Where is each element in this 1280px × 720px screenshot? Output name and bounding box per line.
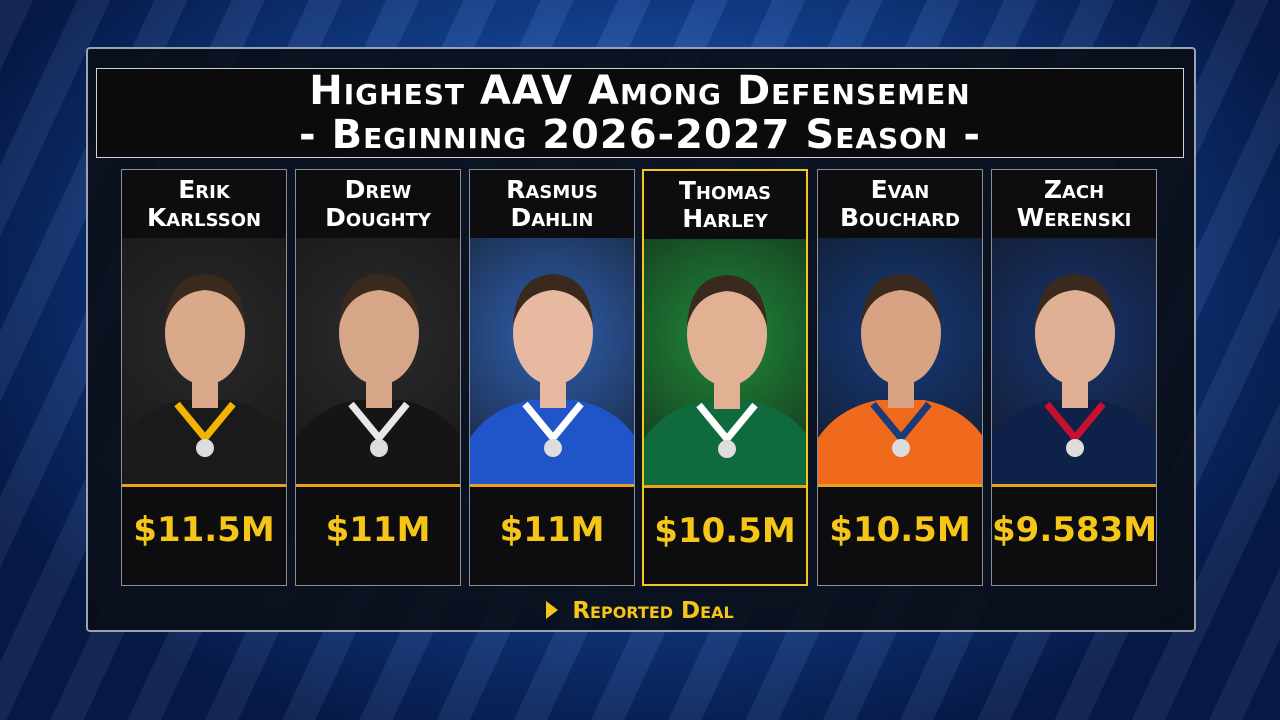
player-first-name: Thomas <box>678 176 772 205</box>
logo <box>1066 439 1084 457</box>
player-silhouette <box>122 274 286 484</box>
player-card: Rasmus Dahlin $11M <box>469 169 635 586</box>
player-name: Evan Bouchard <box>818 170 982 238</box>
player-card: Evan Bouchard $10.5M <box>817 169 983 586</box>
player-aav: $10.5M <box>829 510 971 550</box>
player-name: Rasmus Dahlin <box>470 170 634 238</box>
face <box>687 282 767 386</box>
player-photo <box>644 239 806 488</box>
hair <box>687 275 767 327</box>
player-first-name: Rasmus <box>506 175 598 204</box>
jersey-collar <box>696 402 758 445</box>
player-silhouette <box>644 275 806 485</box>
player-photo <box>122 238 286 487</box>
player-card: Zach Werenski $9.583M <box>991 169 1157 586</box>
jersey-collar <box>522 401 584 444</box>
face <box>861 281 941 385</box>
hair <box>513 274 593 326</box>
player-first-name: Erik <box>178 175 230 204</box>
jersey-collar <box>348 401 410 444</box>
player-aav: $10.5M <box>654 511 796 551</box>
player-aav: $11M <box>325 510 431 550</box>
jersey-collar <box>870 401 932 444</box>
player-photo <box>818 238 982 487</box>
face <box>1035 281 1115 385</box>
player-card: Erik Karlsson $11.5M <box>121 169 287 586</box>
footer-note: Reported Deal <box>572 598 734 624</box>
player-photo <box>470 238 634 487</box>
player-name: Drew Doughty <box>296 170 460 238</box>
player-aav: $9.583M <box>992 510 1158 550</box>
player-aav: $11.5M <box>133 510 275 550</box>
title-box: Highest AAV Among Defensemen - Beginning… <box>96 68 1184 158</box>
player-aav: $11M <box>499 510 605 550</box>
logo <box>196 439 214 457</box>
hair <box>165 274 245 326</box>
face <box>513 281 593 385</box>
player-first-name: Drew <box>344 175 412 204</box>
jersey-collar <box>174 401 236 444</box>
footer: Reported Deal <box>0 598 1280 624</box>
player-photo <box>992 238 1156 487</box>
player-last-name: Bouchard <box>840 203 960 232</box>
player-last-name: Karlsson <box>146 203 262 232</box>
player-name: Erik Karlsson <box>122 170 286 238</box>
hair <box>339 274 419 326</box>
player-last-name: Doughty <box>325 203 431 232</box>
face <box>339 281 419 385</box>
player-last-name: Harley <box>682 204 768 233</box>
player-silhouette <box>470 274 634 484</box>
player-first-name: Zach <box>1043 175 1105 204</box>
player-card: Thomas Harley $10.5M <box>642 169 808 586</box>
player-silhouette <box>296 274 460 484</box>
logo <box>718 440 736 458</box>
player-name: Zach Werenski <box>992 170 1156 238</box>
player-silhouette <box>992 274 1156 484</box>
logo <box>370 439 388 457</box>
player-last-name: Werenski <box>1016 203 1132 232</box>
logo <box>892 439 910 457</box>
arrow-icon <box>546 601 559 619</box>
hair <box>1035 274 1115 326</box>
subtitle: - Beginning 2026-2027 Season - <box>299 112 981 158</box>
player-first-name: Evan <box>870 175 930 204</box>
player-last-name: Dahlin <box>510 203 594 232</box>
title: Highest AAV Among Defensemen <box>309 68 971 114</box>
jersey-collar <box>1044 401 1106 444</box>
player-silhouette <box>818 274 982 484</box>
player-name: Thomas Harley <box>644 171 806 239</box>
player-photo <box>296 238 460 487</box>
hair <box>861 274 941 326</box>
player-card: Drew Doughty $11M <box>295 169 461 586</box>
face <box>165 281 245 385</box>
logo <box>544 439 562 457</box>
